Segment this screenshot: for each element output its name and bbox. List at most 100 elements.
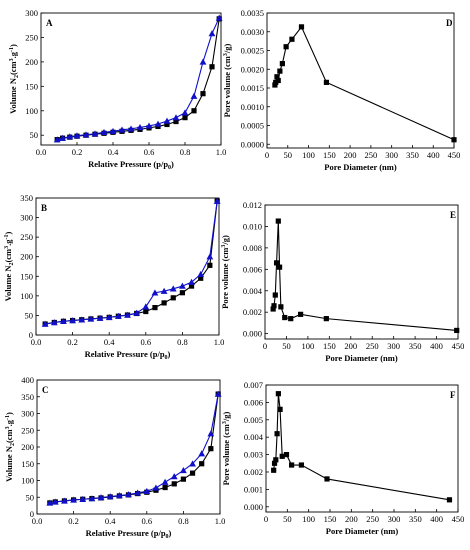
x-tick-label: 350 xyxy=(409,514,422,524)
data-point xyxy=(87,315,95,322)
data-point xyxy=(215,14,223,21)
x-tick-label: 350 xyxy=(409,341,422,351)
x-axis-title: Pore Diameter (nm) xyxy=(324,162,397,172)
data-point xyxy=(66,133,74,140)
data-point xyxy=(79,495,87,502)
y-tick-label: 0.004 xyxy=(243,286,263,296)
y-tick-label: 0.012 xyxy=(243,200,262,210)
x-tick-label: 0.2 xyxy=(67,337,78,347)
data-point xyxy=(105,313,113,321)
x-tick-label: 1.0 xyxy=(215,516,226,526)
x-tick-label: 150 xyxy=(323,150,336,160)
x-axis-title: Relative Pressure (p/p0) xyxy=(88,159,174,171)
y-tick-label: 250 xyxy=(25,32,38,42)
y-tick-label: 200 xyxy=(25,57,38,67)
x-axis-title: Pore Diameter (nm) xyxy=(326,526,399,536)
data-point xyxy=(96,314,104,321)
panel-e: 0 50 100 150 200 250 300 350 400 450 0.000 0.002 0.0… xyxy=(220,200,464,363)
data-point xyxy=(451,137,457,143)
y-tick-label: 0.005 xyxy=(244,415,263,425)
plot-frame xyxy=(266,12,455,149)
data-point xyxy=(289,462,295,468)
y-tick-label: 0.0015 xyxy=(241,83,264,93)
data-point xyxy=(136,124,144,131)
data-point xyxy=(152,484,160,491)
data-point xyxy=(272,292,278,298)
data-point xyxy=(163,117,171,124)
data-point xyxy=(173,118,179,125)
x-tick-label: 450 xyxy=(452,341,465,351)
data-point xyxy=(125,491,132,498)
data-point xyxy=(198,275,204,281)
data-point xyxy=(324,476,330,482)
data-point xyxy=(133,309,141,316)
data-point xyxy=(190,92,198,99)
y-tick-label: 0.0005 xyxy=(241,121,264,131)
data-point xyxy=(145,122,153,129)
plot-frame xyxy=(264,204,459,340)
data-point xyxy=(100,128,108,136)
x-tick-label: 0 xyxy=(265,150,269,160)
x-tick-label: 1.0 xyxy=(214,337,225,347)
y-tick-label: 0.0020 xyxy=(241,64,264,74)
y-axis-title-part: -1 xyxy=(4,234,10,239)
x-tick-label: 200 xyxy=(344,150,357,160)
y-tick-label: 300 xyxy=(20,213,33,223)
y-axis-title-part: (cm xyxy=(3,249,13,263)
x-tick-label: 0.6 xyxy=(140,337,151,347)
data-point xyxy=(207,430,215,437)
data-point xyxy=(191,108,197,114)
data-point xyxy=(179,282,186,289)
panel-letter: E xyxy=(450,210,456,220)
y-axis-title-part: 3 xyxy=(4,246,10,249)
data-point xyxy=(106,493,114,500)
x-tick-label: 300 xyxy=(387,341,400,351)
data-point xyxy=(298,24,305,30)
data-point xyxy=(91,130,99,137)
data-point xyxy=(323,79,330,85)
x-tick-label: 400 xyxy=(427,150,440,160)
data-point xyxy=(272,82,278,88)
x-tick-label: 0.4 xyxy=(105,516,116,526)
plot-frame xyxy=(35,197,220,336)
data-point xyxy=(118,126,126,133)
x-axis-title: Relative Pressure (p/p0) xyxy=(86,528,172,540)
series-line xyxy=(274,25,455,141)
plot-frame xyxy=(265,384,459,513)
y-axis-title-part: (cm xyxy=(4,429,14,443)
data-point xyxy=(154,120,162,127)
data-point xyxy=(97,494,105,501)
y-axis-title-part: Volume N xyxy=(3,265,13,302)
x-tick-label: 400 xyxy=(430,341,443,351)
data-point xyxy=(275,77,281,84)
data-point xyxy=(199,461,205,467)
y-axis-title-part: 3 xyxy=(221,245,227,248)
data-point xyxy=(171,481,177,487)
data-point xyxy=(208,446,214,452)
x-tick-label: 0 xyxy=(263,341,267,351)
y-tick-label: 300 xyxy=(21,409,34,419)
data-point xyxy=(297,311,304,317)
data-point xyxy=(323,316,329,322)
panel-letter: A xyxy=(46,18,53,28)
x-tick-label: 0.0 xyxy=(31,337,42,347)
y-tick-label: 0.008 xyxy=(243,243,262,253)
y-axis-title-part: 3 xyxy=(5,426,11,429)
data-point xyxy=(275,218,281,224)
plot-frame xyxy=(40,12,222,146)
data-point xyxy=(61,497,68,504)
x-axis-title-tail: ) xyxy=(168,349,171,359)
panel-c: 0.0 0.2 0.4 0.6 0.8 1.0 0 50 100 150 200 250 300 350 4… xyxy=(4,375,225,540)
data-point xyxy=(172,114,180,121)
y-axis-title-part: ) xyxy=(4,412,14,415)
y-axis-title-part: -1 xyxy=(5,415,11,420)
y-tick-label: 250 xyxy=(21,425,34,435)
x-tick-label: 0.8 xyxy=(178,516,189,526)
y-tick-label: 0.006 xyxy=(244,397,263,407)
data-point xyxy=(143,487,151,494)
x-axis-title-main: Relative Pressure (p/p xyxy=(86,528,166,538)
data-point xyxy=(59,134,66,141)
x-tick-label: 50 xyxy=(282,341,291,351)
y-tick-label: 0.007 xyxy=(244,380,263,390)
